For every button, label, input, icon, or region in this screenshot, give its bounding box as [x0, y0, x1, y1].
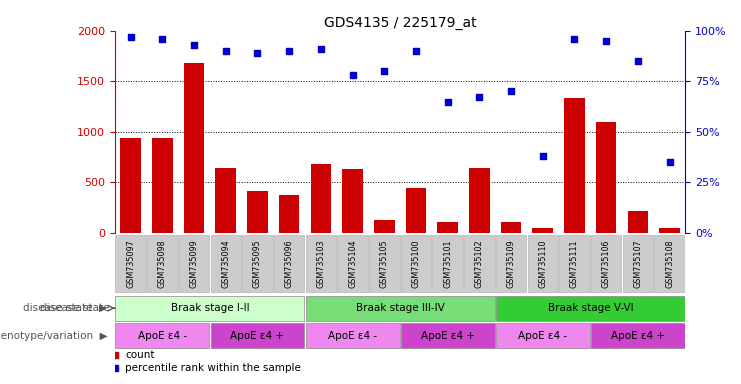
- Point: [379, 68, 391, 74]
- Bar: [306, 323, 399, 348]
- Bar: [405, 187, 426, 233]
- Point: [505, 88, 517, 94]
- Bar: [152, 138, 173, 233]
- Text: ApoE ε4 -: ApoE ε4 -: [518, 331, 568, 341]
- Point: [536, 153, 548, 159]
- Text: GSM735100: GSM735100: [411, 240, 420, 288]
- Point: [632, 58, 644, 64]
- Text: genotype/variation  ▶: genotype/variation ▶: [0, 331, 107, 341]
- Bar: [274, 235, 305, 292]
- Bar: [179, 235, 209, 292]
- Point: [156, 36, 168, 42]
- Bar: [559, 235, 590, 292]
- Bar: [310, 164, 331, 233]
- Text: disease state: disease state: [40, 303, 109, 313]
- Bar: [496, 323, 590, 348]
- Bar: [306, 296, 494, 321]
- Bar: [184, 63, 205, 233]
- Bar: [401, 235, 431, 292]
- Text: GSM735107: GSM735107: [634, 240, 642, 288]
- Point: [347, 72, 359, 78]
- Bar: [116, 323, 209, 348]
- Text: GSM735099: GSM735099: [190, 239, 199, 288]
- Bar: [528, 235, 558, 292]
- Text: GSM735105: GSM735105: [380, 240, 389, 288]
- Bar: [596, 122, 617, 233]
- Bar: [242, 235, 273, 292]
- Bar: [464, 235, 494, 292]
- Bar: [247, 190, 268, 233]
- Text: ApoE ε4 +: ApoE ε4 +: [611, 331, 665, 341]
- Text: GSM735094: GSM735094: [222, 240, 230, 288]
- Bar: [533, 228, 553, 233]
- Bar: [496, 296, 685, 321]
- Text: count: count: [125, 350, 155, 360]
- Text: GSM735108: GSM735108: [665, 240, 674, 288]
- Point: [220, 48, 232, 54]
- Text: GSM735096: GSM735096: [285, 240, 293, 288]
- Point: [410, 48, 422, 54]
- Bar: [216, 168, 236, 233]
- Bar: [622, 235, 653, 292]
- Text: GSM735101: GSM735101: [443, 240, 452, 288]
- Bar: [210, 323, 305, 348]
- Point: [251, 50, 264, 56]
- Text: Braak stage I-II: Braak stage I-II: [170, 303, 249, 313]
- Bar: [401, 323, 494, 348]
- Text: disease state  ▶: disease state ▶: [24, 303, 107, 313]
- Bar: [564, 98, 585, 233]
- Text: GSM735104: GSM735104: [348, 240, 357, 288]
- Bar: [306, 235, 336, 292]
- Text: GSM735106: GSM735106: [602, 240, 611, 288]
- Point: [442, 98, 453, 104]
- Text: GSM735098: GSM735098: [158, 240, 167, 288]
- Bar: [437, 222, 458, 233]
- Bar: [342, 169, 363, 233]
- Point: [473, 94, 485, 101]
- Text: GSM735103: GSM735103: [316, 240, 325, 288]
- Bar: [501, 222, 522, 233]
- Bar: [659, 228, 680, 233]
- Bar: [116, 296, 305, 321]
- Bar: [654, 235, 685, 292]
- Text: Braak stage V-VI: Braak stage V-VI: [548, 303, 633, 313]
- Text: GSM735095: GSM735095: [253, 239, 262, 288]
- Bar: [369, 235, 399, 292]
- Bar: [496, 235, 526, 292]
- Text: percentile rank within the sample: percentile rank within the sample: [125, 363, 301, 373]
- Text: ApoE ε4 +: ApoE ε4 +: [421, 331, 475, 341]
- Text: GSM735097: GSM735097: [126, 239, 135, 288]
- Point: [600, 38, 612, 44]
- Title: GDS4135 / 225179_at: GDS4135 / 225179_at: [324, 16, 476, 30]
- Bar: [374, 220, 395, 233]
- Text: ApoE ε4 -: ApoE ε4 -: [328, 331, 377, 341]
- Point: [664, 159, 676, 165]
- Point: [124, 34, 136, 40]
- Bar: [337, 235, 368, 292]
- Bar: [147, 235, 178, 292]
- Text: GSM735111: GSM735111: [570, 240, 579, 288]
- Bar: [591, 235, 622, 292]
- Text: ApoE ε4 -: ApoE ε4 -: [138, 331, 187, 341]
- Bar: [591, 323, 685, 348]
- Point: [315, 46, 327, 52]
- Text: GSM735102: GSM735102: [475, 240, 484, 288]
- Point: [283, 48, 295, 54]
- Bar: [469, 168, 490, 233]
- Text: GSM735109: GSM735109: [507, 240, 516, 288]
- Text: Braak stage III-IV: Braak stage III-IV: [356, 303, 445, 313]
- Point: [568, 36, 580, 42]
- Text: ApoE ε4 +: ApoE ε4 +: [230, 331, 285, 341]
- Bar: [210, 235, 241, 292]
- Bar: [628, 211, 648, 233]
- Bar: [116, 235, 146, 292]
- Point: [188, 42, 200, 48]
- Bar: [433, 235, 463, 292]
- Bar: [279, 195, 299, 233]
- Text: GSM735110: GSM735110: [538, 240, 548, 288]
- Bar: [120, 138, 141, 233]
